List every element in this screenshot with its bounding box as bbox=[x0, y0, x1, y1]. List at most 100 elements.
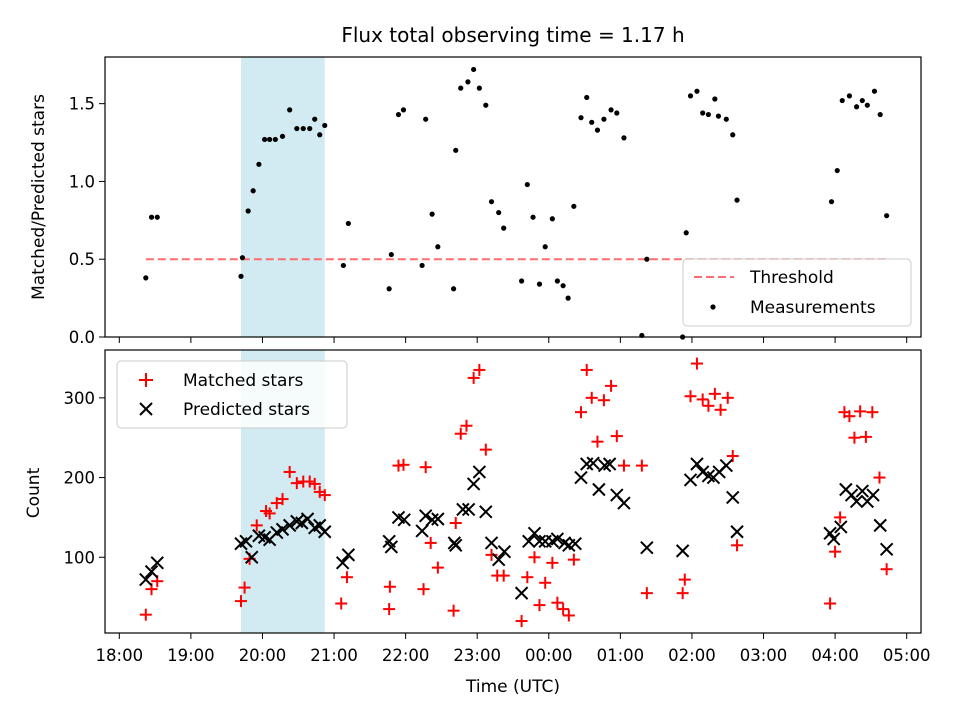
count-panel: 100 200 300 18:00 19:00 20:00 21:00 22:00 23:00… bbox=[24, 349, 930, 697]
measurement-point bbox=[435, 244, 441, 250]
predicted-point bbox=[300, 512, 315, 526]
x-tick-label: 20:00 bbox=[239, 646, 287, 665]
measurement-point bbox=[700, 110, 706, 116]
predicted-point bbox=[602, 457, 617, 471]
measurement-point bbox=[317, 132, 323, 138]
predicted-point-b bbox=[150, 556, 164, 570]
predicted-point bbox=[466, 477, 481, 491]
measurement-point bbox=[734, 197, 740, 203]
measurement-point bbox=[154, 214, 160, 220]
predicted-point bbox=[418, 509, 433, 523]
matched-point bbox=[383, 603, 396, 616]
measurement-point bbox=[877, 111, 883, 118]
predicted-point bbox=[514, 586, 529, 600]
measurement-point bbox=[828, 199, 835, 205]
measurement-point bbox=[518, 278, 525, 284]
predicted-point-b bbox=[701, 469, 716, 483]
measurement-point bbox=[549, 216, 555, 222]
predicted-point bbox=[683, 473, 698, 487]
measurement-point bbox=[560, 283, 566, 289]
measurement-point bbox=[262, 136, 268, 143]
measurement-point bbox=[859, 97, 865, 104]
measurement-point bbox=[614, 110, 620, 116]
predicted-point-b bbox=[139, 572, 153, 587]
predicted-point-b bbox=[730, 525, 744, 539]
matched-point bbox=[562, 609, 575, 622]
matched-point bbox=[431, 561, 444, 574]
predicted-point-b bbox=[855, 484, 870, 498]
measurement-point bbox=[239, 255, 246, 261]
measurement-point bbox=[340, 262, 346, 269]
predicted-point bbox=[730, 525, 744, 539]
predicted-point bbox=[532, 534, 547, 549]
predicted-point-b bbox=[532, 534, 547, 549]
matched-point bbox=[843, 410, 856, 423]
measurement-point bbox=[589, 119, 595, 125]
matched-point bbox=[139, 608, 152, 621]
matched-star-points bbox=[139, 357, 893, 628]
predicted-point-b bbox=[873, 518, 887, 533]
ratio-plot-frame bbox=[104, 56, 922, 338]
measurement-point bbox=[483, 102, 489, 108]
measurement-point bbox=[524, 181, 530, 188]
measurement-point bbox=[300, 125, 306, 132]
predicted-point-b bbox=[726, 490, 740, 505]
predicted-point-b bbox=[449, 538, 463, 553]
measurement-point bbox=[143, 275, 149, 281]
matched-point bbox=[449, 516, 462, 529]
x-axis-label: Time (UTC) bbox=[465, 677, 560, 697]
predicted-point bbox=[239, 534, 253, 549]
predicted-point-b bbox=[617, 496, 631, 510]
matched-point bbox=[557, 603, 570, 616]
matched-point bbox=[567, 553, 580, 566]
measurement-point bbox=[601, 116, 607, 122]
predicted-point bbox=[397, 513, 411, 527]
measurement-point bbox=[453, 147, 459, 153]
count-y-tick-label: 300 bbox=[64, 389, 96, 408]
legend-matched-label: Matched stars bbox=[183, 371, 303, 391]
measurement-point bbox=[294, 125, 300, 132]
matched-point bbox=[318, 489, 331, 502]
predicted-point bbox=[456, 502, 470, 517]
predicted-point-b bbox=[456, 502, 470, 517]
measurement-point bbox=[621, 135, 627, 141]
matched-point bbox=[873, 471, 886, 484]
measurement-point bbox=[530, 214, 536, 220]
x-tick-label: 01:00 bbox=[597, 646, 645, 665]
x-tick-label: 02:00 bbox=[668, 646, 716, 665]
predicted-point-b bbox=[431, 512, 445, 526]
predicted-point-b bbox=[866, 488, 880, 502]
measurement-point bbox=[715, 113, 722, 119]
predicted-point-b bbox=[484, 536, 499, 550]
x-tick-label: 00:00 bbox=[525, 646, 573, 665]
predicted-point-b bbox=[826, 532, 841, 546]
x-tick-label: 19:00 bbox=[167, 646, 215, 665]
count-plot-frame bbox=[104, 349, 922, 634]
predicted-point bbox=[675, 544, 690, 558]
measurement-point bbox=[578, 115, 584, 121]
matched-point bbox=[383, 580, 396, 593]
predicted-point-b bbox=[586, 456, 600, 470]
matched-point bbox=[591, 435, 604, 448]
predicted-point bbox=[415, 524, 429, 538]
predicted-point-b bbox=[557, 536, 572, 550]
ratio-legend-box bbox=[682, 258, 912, 327]
matched-point bbox=[605, 379, 618, 392]
matched-point bbox=[580, 363, 593, 376]
matched-point bbox=[575, 406, 587, 419]
measurement-point bbox=[594, 127, 601, 133]
count-legend: Matched stars Predicted stars bbox=[116, 360, 348, 429]
x-tick-label: 23:00 bbox=[453, 646, 501, 665]
matched-point bbox=[303, 475, 316, 488]
measurement-point bbox=[834, 167, 840, 174]
predicted-point-b bbox=[695, 465, 710, 479]
matched-point bbox=[702, 399, 715, 412]
predicted-point bbox=[826, 532, 841, 546]
matched-point bbox=[708, 387, 721, 400]
predicted-point bbox=[144, 564, 159, 579]
measurement-point bbox=[864, 102, 870, 108]
count-y-tick-label: 100 bbox=[64, 548, 96, 567]
predicted-point-b bbox=[823, 526, 837, 541]
predicted-point-b bbox=[491, 552, 506, 567]
